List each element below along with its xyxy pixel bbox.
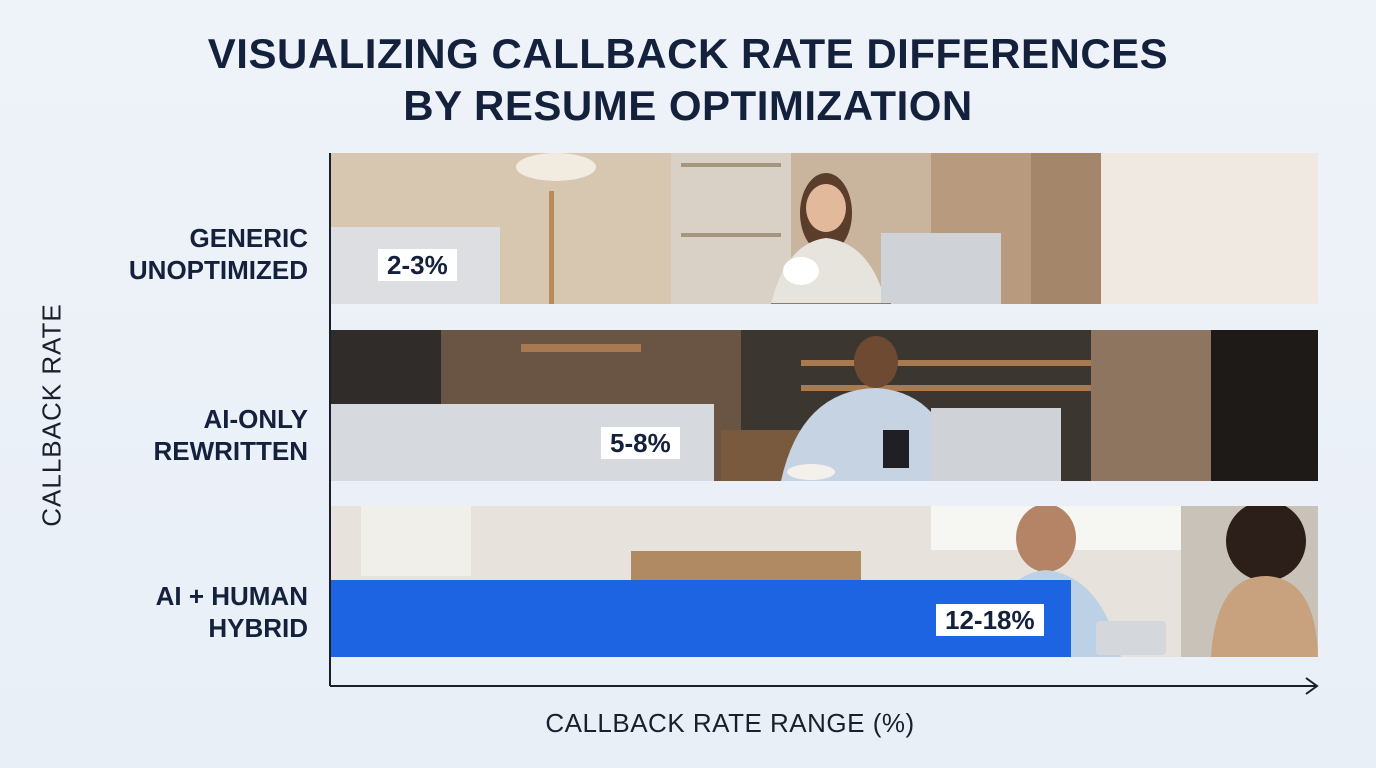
category-label-line: AI-ONLY bbox=[203, 404, 309, 434]
chart-title-line-2: BY RESUME OPTIMIZATION bbox=[403, 82, 973, 129]
data-label-generic-unoptimized: 2-3% bbox=[378, 249, 457, 281]
x-axis-arrow-icon bbox=[1305, 677, 1319, 695]
data-label-ai-only-rewritten: 5-8% bbox=[601, 427, 680, 459]
category-label-line: UNOPTIMIZED bbox=[128, 255, 308, 285]
category-label-ai-human-hybrid: AI + HUMAN HYBRID bbox=[60, 580, 308, 644]
category-label-line: GENERIC bbox=[189, 223, 308, 253]
background-photo-woman-laptop bbox=[331, 153, 1318, 304]
woman-laptop-cafe-photo bbox=[331, 153, 1318, 304]
category-label-ai-only-rewritten: AI-ONLY REWRITTEN bbox=[60, 403, 308, 467]
category-label-line: AI + HUMAN bbox=[155, 581, 308, 611]
category-label-line: REWRITTEN bbox=[153, 436, 308, 466]
data-label-ai-human-hybrid: 12-18% bbox=[936, 604, 1044, 636]
category-label-line: HYBRID bbox=[208, 613, 308, 643]
category-label-generic-unoptimized: GENERIC UNOPTIMIZED bbox=[60, 222, 308, 286]
x-axis-label: CALLBACK RATE RANGE (%) bbox=[545, 708, 915, 738]
chart-title: VISUALIZING CALLBACK RATE DIFFERENCES BY… bbox=[0, 28, 1376, 132]
chart-title-line-1: VISUALIZING CALLBACK RATE DIFFERENCES bbox=[207, 30, 1169, 77]
